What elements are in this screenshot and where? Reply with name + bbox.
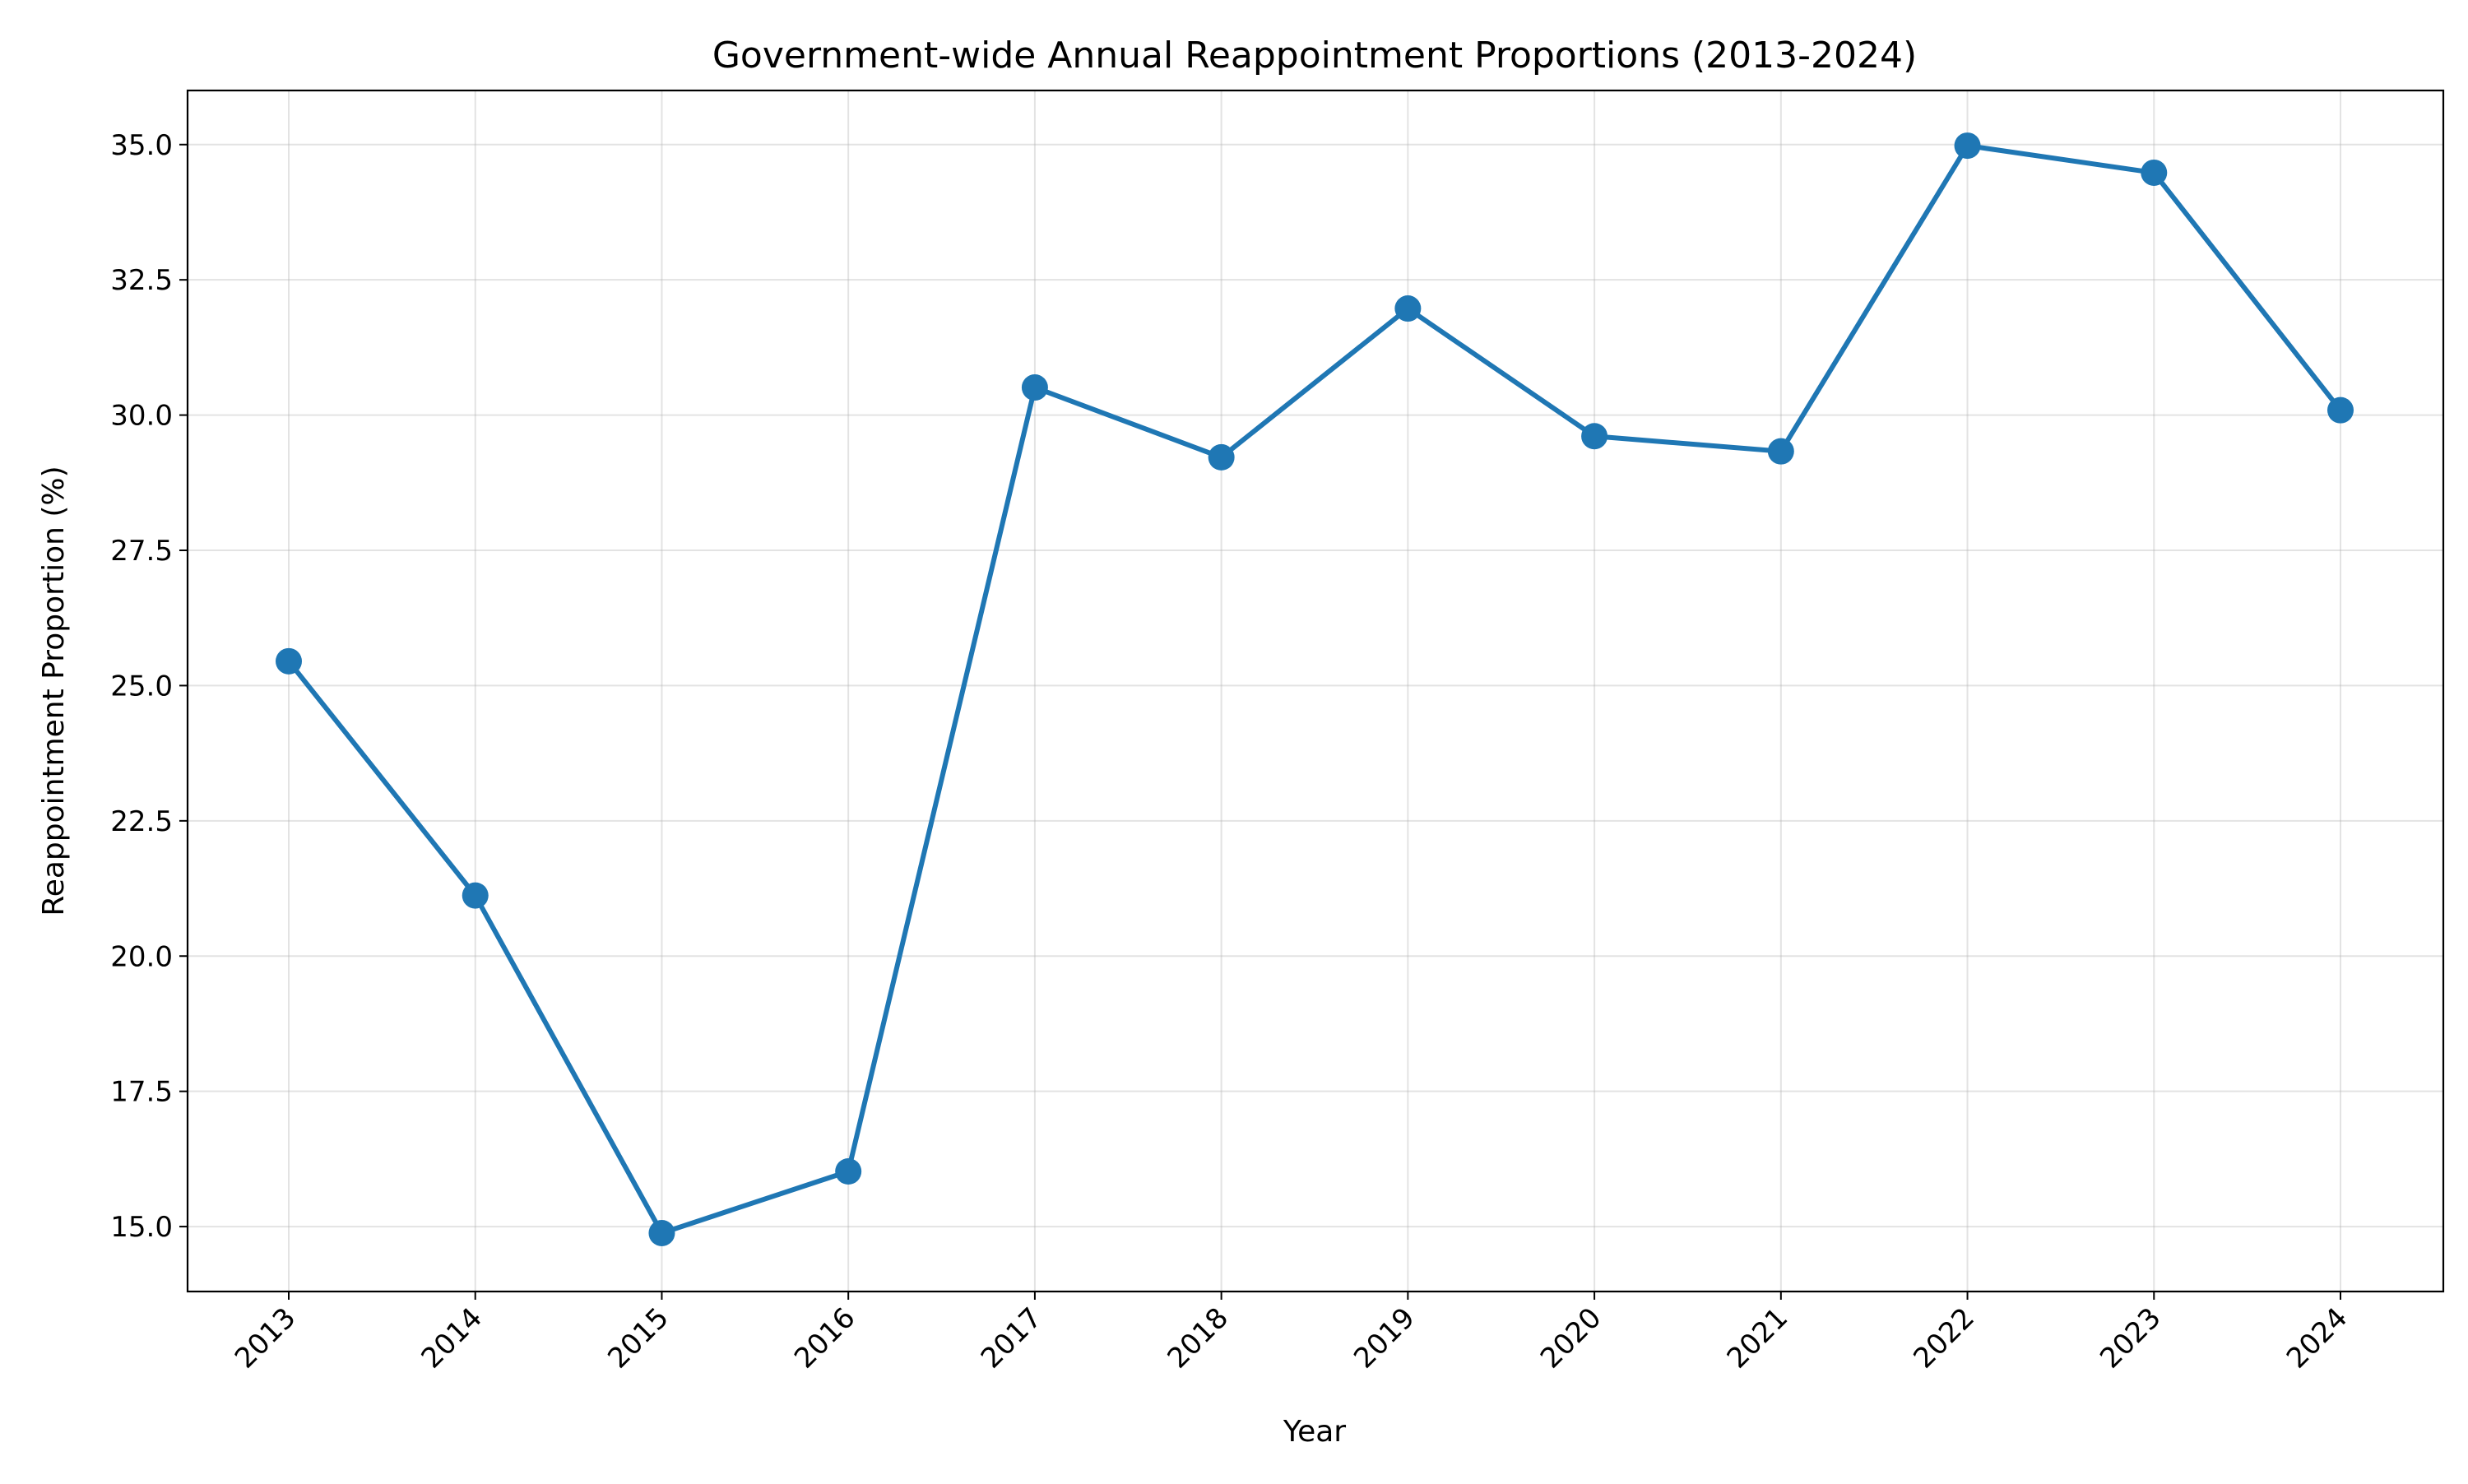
y-tick-label: 32.5: [110, 264, 173, 297]
y-axis: 15.0 17.5 20.0 22.5 25.0 27.5 30.0 32.5 35.0: [110, 129, 188, 1244]
y-tick-label: 25.0: [110, 670, 173, 703]
x-tick-label: 2020: [1534, 1301, 1607, 1375]
x-axis: 2013 2014 2015 2016 2017 2018 2019 2020 2021 2022…: [229, 1292, 2354, 1375]
series-line: [286, 143, 2343, 1236]
x-tick-label: 2021: [1721, 1301, 1794, 1375]
x-tick-label: 2024: [2280, 1301, 2354, 1375]
x-tick-label: 2022: [1907, 1301, 1980, 1375]
x-tick-label: 2019: [1348, 1301, 1421, 1375]
x-axis-label: Year: [1283, 1415, 1346, 1449]
x-tick-label: 2023: [2094, 1301, 2167, 1375]
data-point-2013[interactable]: [276, 647, 302, 675]
y-axis-label: Reappointment Proportion (%): [37, 466, 71, 916]
data-point-2022[interactable]: [1954, 132, 1981, 160]
y-tick-label: 35.0: [110, 129, 173, 162]
data-point-2019[interactable]: [1394, 295, 1422, 322]
grid-lines: [188, 90, 2443, 1292]
y-tick-label: 20.0: [110, 940, 173, 973]
chart-title: Government-wide Annual Reappointment Pro…: [712, 35, 1917, 77]
data-point-2024[interactable]: [2327, 397, 2354, 424]
y-tick-label: 27.5: [110, 535, 173, 568]
x-tick-label: 2015: [601, 1301, 675, 1375]
y-tick-label: 15.0: [110, 1211, 173, 1244]
data-point-2015[interactable]: [648, 1219, 675, 1246]
y-tick-label: 17.5: [110, 1076, 173, 1109]
series-layer: [276, 132, 2354, 1246]
data-point-2014[interactable]: [462, 882, 489, 909]
data-point-2017[interactable]: [1021, 374, 1048, 401]
x-tick-label: 2018: [1162, 1301, 1235, 1375]
data-point-2018[interactable]: [1208, 443, 1235, 471]
plot-area-frame: [186, 89, 2445, 1293]
data-point-2023[interactable]: [2141, 159, 2168, 186]
y-tick-label: 30.0: [110, 400, 173, 433]
x-tick-label: 2014: [415, 1301, 489, 1375]
x-tick-label: 2013: [229, 1301, 302, 1375]
data-point-2016[interactable]: [835, 1158, 862, 1185]
x-tick-label: 2016: [788, 1301, 861, 1375]
data-point-2020[interactable]: [1581, 423, 1608, 450]
y-tick-label: 22.5: [110, 805, 173, 838]
x-tick-label: 2017: [975, 1301, 1048, 1375]
data-point-2021[interactable]: [1767, 438, 1794, 465]
